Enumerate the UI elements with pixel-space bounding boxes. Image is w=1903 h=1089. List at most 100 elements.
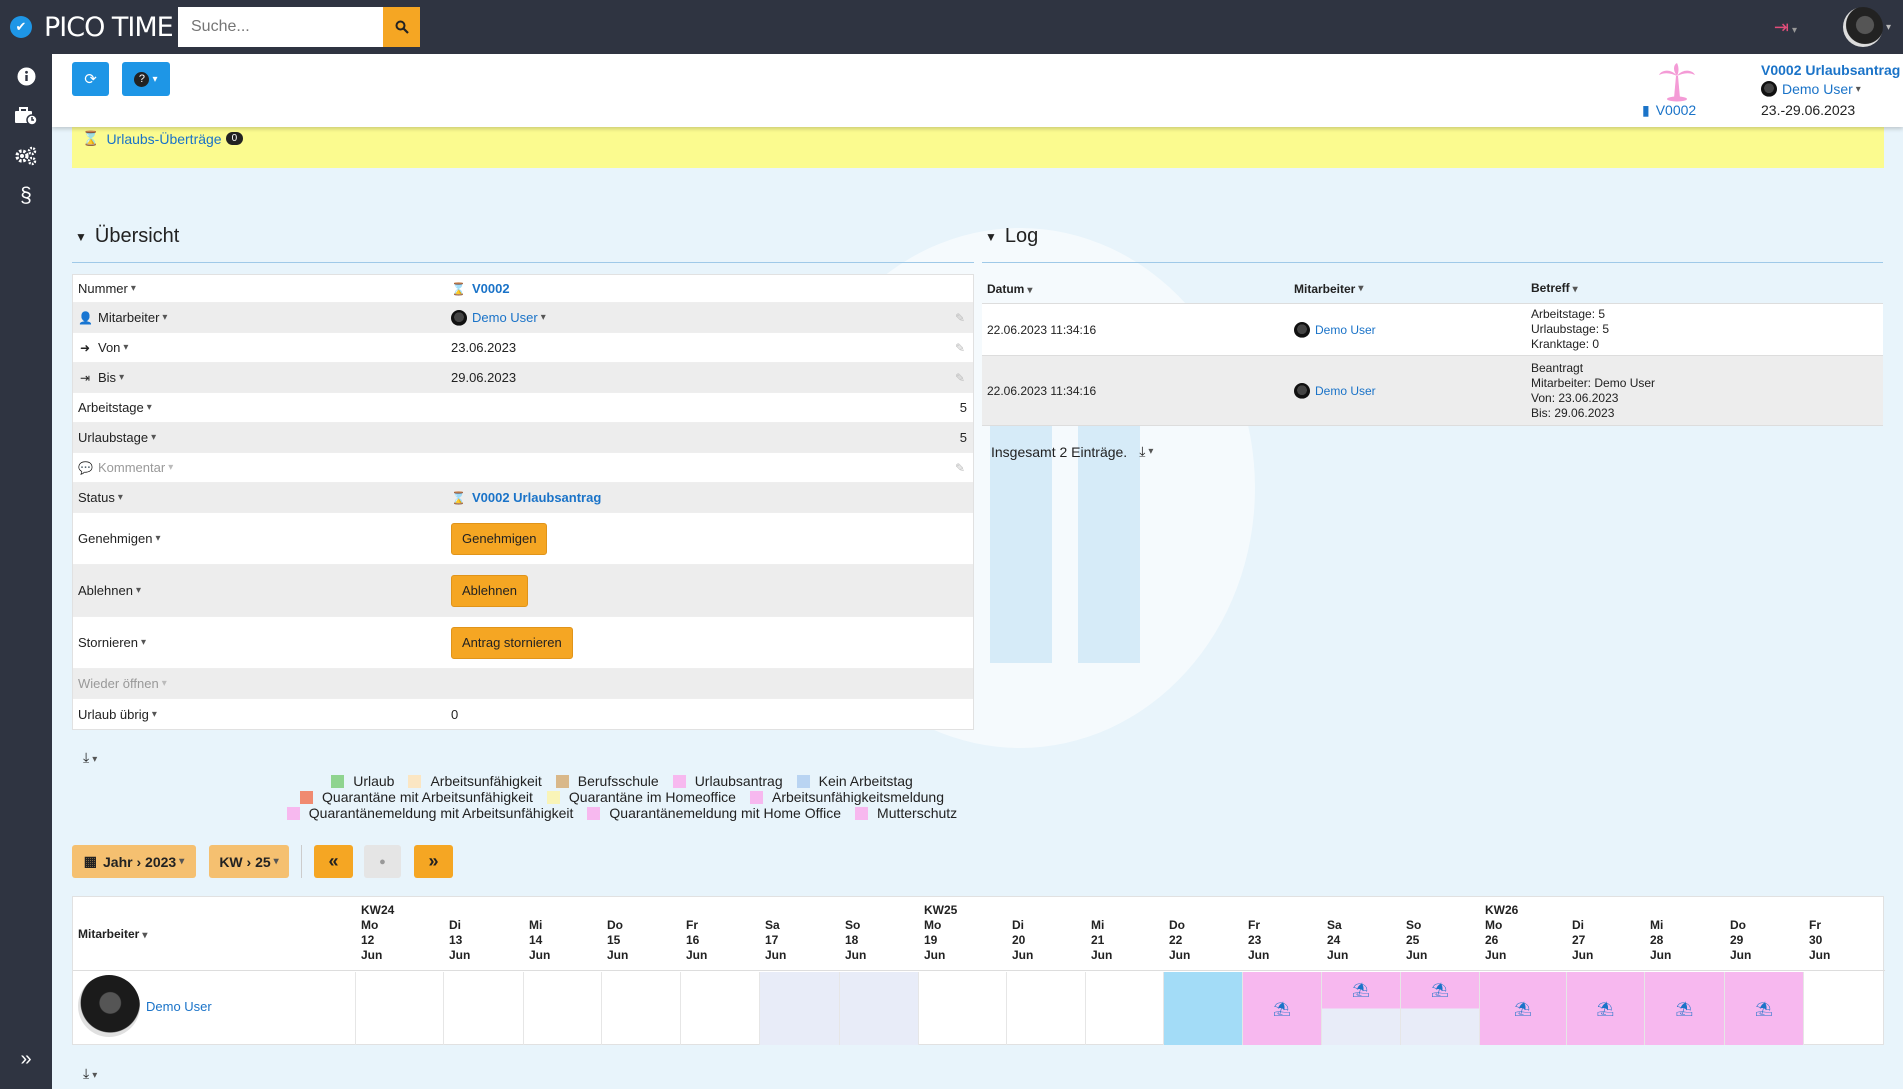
day-header: Fr 30 Jun <box>1809 918 1831 962</box>
log-date: 22.06.2023 11:34:16 <box>987 383 1097 398</box>
log-subject: Arbeitstage: 5 Urlaubstage: 5 Kranktage:… <box>1531 307 1610 351</box>
calendar-header: Mitarbeiter ▾ KW24 Mo 12 Jun Di 13 Jun Mi 14 Jun Do… <box>73 897 1885 971</box>
log-section-header[interactable]: ▼ Log <box>985 225 1038 248</box>
status-link[interactable]: V0002 Urlaubsantrag <box>471 490 602 505</box>
calendar-day-cell[interactable]: ⛱ <box>1566 972 1644 1045</box>
row-bis: ⇥ Bis ▾ 29.06.2023 ✎ <box>73 363 973 393</box>
refresh-button[interactable]: ⟳ <box>72 62 109 96</box>
log-user-link[interactable]: Demo User <box>1315 383 1376 398</box>
calendar-day-cell[interactable] <box>443 972 523 1045</box>
calendar-day-cell[interactable]: ⛱ <box>1479 972 1566 1045</box>
employee-link[interactable]: Demo User <box>472 310 538 325</box>
calendar-day-cell[interactable] <box>1163 972 1242 1045</box>
calendar-user-link[interactable]: Demo User <box>146 999 212 1014</box>
column-header[interactable]: Mitarbeiter ▾ <box>1294 281 1364 296</box>
gears-icon[interactable] <box>0 136 52 176</box>
calendar-day-cell[interactable]: ⛱ <box>1242 972 1321 1045</box>
day-header: KW24 Mo 12 Jun <box>361 903 395 962</box>
record-header: ⟳ ? ▾ ▮ V0002 V0002 Urlaubsantrag Demo Us… <box>52 54 1903 127</box>
column-header[interactable]: Datum ▾ <box>987 281 1033 296</box>
year-selector[interactable]: ▦ Jahr › 2023 ▾ <box>72 845 196 878</box>
top-bar: ✔ PICO TIME ⇥▾ ▾ <box>0 0 1903 54</box>
legend-item: Berufsschule <box>555 773 659 789</box>
field-label: Status <box>78 490 115 505</box>
edit-icon[interactable]: ✎ <box>954 460 965 475</box>
download-icon: ⤓ <box>83 749 90 765</box>
legend-item: Urlaub <box>331 773 394 789</box>
download-button[interactable]: ⤓ ▾ <box>83 1065 98 1081</box>
sidebar-expand-icon[interactable]: » <box>20 1047 32 1070</box>
palm-tree-icon: ⛱ <box>1675 1000 1694 1016</box>
next-week-button[interactable]: » <box>414 845 453 878</box>
header-title[interactable]: V0002 Urlaubsantrag <box>1761 62 1901 78</box>
legend-item: Urlaubsantrag <box>672 773 783 789</box>
reject-button[interactable]: Ablehnen <box>451 574 528 607</box>
overview-table: Nummer ▾ ⌛ V0002 👤 Mitarbeiter ▾ Demo User ▾ … <box>72 274 974 730</box>
carryover-link[interactable]: ⌛ Urlaubs-Überträge 0 <box>82 130 244 147</box>
calendar-day-cell[interactable] <box>680 972 759 1045</box>
day-header: Do 22 Jun <box>1169 918 1191 962</box>
voucher-number[interactable]: V0002 <box>1655 102 1697 118</box>
download-button[interactable]: ⤓ ▾ <box>83 749 98 765</box>
search-button[interactable] <box>383 7 420 47</box>
calendar-day-cell[interactable] <box>918 972 1006 1045</box>
calendar-icon: ▦ <box>83 853 98 869</box>
avatar <box>1294 321 1310 338</box>
logo-text: PICO TIME <box>44 11 174 43</box>
row-stornieren: Stornieren ▾ Antrag stornieren <box>73 617 973 669</box>
carryover-label[interactable]: Urlaubs-Überträge <box>106 130 222 147</box>
app-logo[interactable]: ✔ PICO TIME <box>10 12 178 43</box>
edit-icon[interactable]: ✎ <box>954 340 965 355</box>
download-icon[interactable]: ⤓ <box>1139 443 1146 459</box>
header-user-link[interactable]: Demo User <box>1782 81 1853 97</box>
calendar-day-cell[interactable] <box>839 972 918 1045</box>
calendar-day-cell[interactable]: ⛱ <box>1644 972 1724 1045</box>
header-user[interactable]: Demo User ▾ <box>1761 81 1861 97</box>
log-subject: Beantragt Mitarbeiter: Demo User Von: 23… <box>1531 360 1656 420</box>
prev-week-button[interactable]: « <box>314 845 353 878</box>
legend-item: Quarantänemeldung mit Home Office <box>587 805 841 821</box>
calendar-day-cell[interactable]: ⛱ <box>1400 972 1479 1045</box>
cancel-request-button[interactable]: Antrag stornieren <box>451 626 573 659</box>
calendar-day-cell[interactable] <box>601 972 680 1045</box>
log-table: Datum ▾ Mitarbeiter ▾ Betreff ▾ 22.06.2023 … <box>982 274 1883 426</box>
user-menu-caret[interactable]: ▾ <box>1885 21 1891 33</box>
row-arbeitstage: Arbeitstage ▾ 5 <box>73 393 973 423</box>
log-user-link[interactable]: Demo User <box>1315 322 1376 337</box>
paragraph-icon[interactable]: § <box>20 184 32 207</box>
today-button[interactable]: ● <box>364 845 401 878</box>
sidebar: § » <box>0 54 52 1089</box>
help-button[interactable]: ? ▾ <box>122 62 170 96</box>
calendar-day-cell[interactable] <box>355 972 443 1045</box>
day-header: Mi 21 Jun <box>1091 918 1113 962</box>
approve-button[interactable]: Genehmigen <box>451 522 548 555</box>
info-icon[interactable] <box>0 56 52 96</box>
login-icon[interactable]: ⇥ ▾ <box>1773 16 1797 37</box>
table-row: 22.06.2023 11:34:16 Demo User Arbeitstag… <box>982 304 1883 356</box>
calendar-day-cell[interactable] <box>1803 972 1885 1045</box>
calendar-day-cell[interactable]: ⛱ <box>1321 972 1400 1045</box>
legend-swatch <box>855 806 869 820</box>
search-input[interactable] <box>178 7 383 47</box>
overview-section-header[interactable]: ▼ Übersicht <box>75 225 179 248</box>
field-label: Kommentar <box>98 460 166 475</box>
header-voucher-link[interactable]: ▮ V0002 <box>1642 102 1696 119</box>
user-avatar[interactable] <box>1842 7 1883 47</box>
calendar-day-cell[interactable] <box>1006 972 1085 1045</box>
legend-item: Mutterschutz <box>855 805 957 821</box>
number-link[interactable]: V0002 <box>471 281 510 296</box>
collapse-icon: ▼ <box>75 229 87 244</box>
calendar-employee-header[interactable]: Mitarbeiter ▾ <box>78 927 148 941</box>
edit-icon[interactable]: ✎ <box>954 310 965 325</box>
calendar-day-cell[interactable] <box>523 972 601 1045</box>
field-label: Bis <box>98 370 117 385</box>
calendar-day-cell[interactable]: ⛱ <box>1724 972 1803 1045</box>
column-header[interactable]: Betreff ▾ <box>1531 280 1578 295</box>
week-selector[interactable]: KW › 25 ▾ <box>209 845 289 878</box>
edit-icon[interactable]: ✎ <box>954 370 965 385</box>
row-kommentar: 💬 Kommentar ▾ ✎ <box>73 453 973 483</box>
legend-swatch <box>331 774 345 788</box>
calendar-day-cell[interactable] <box>1085 972 1163 1045</box>
calendar-day-cell[interactable] <box>759 972 839 1045</box>
toolbox-clock-icon[interactable] <box>0 96 52 136</box>
